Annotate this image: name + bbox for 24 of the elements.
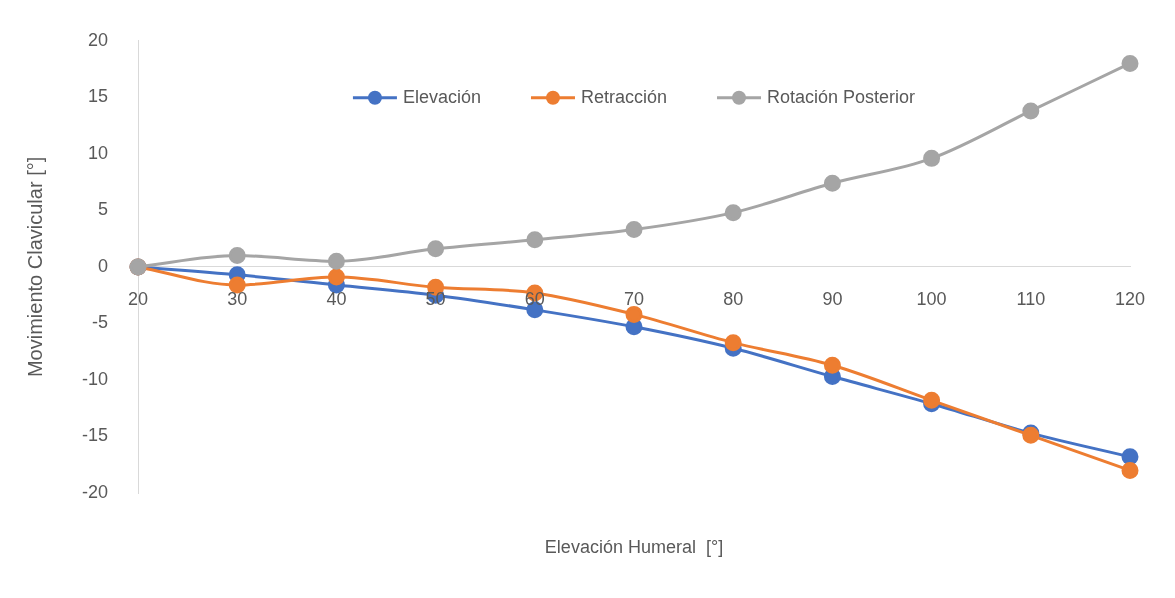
legend-label: Rotación Posterior xyxy=(767,86,916,107)
y-tick-label: -15 xyxy=(82,425,109,446)
y-tick-label: 15 xyxy=(87,86,109,107)
y-tick-label: -20 xyxy=(82,481,109,502)
x-tick-label: 60 xyxy=(524,288,545,309)
y-tick-label: -5 xyxy=(92,312,109,333)
y-tick-label: 0 xyxy=(98,255,109,276)
x-tick-label: 100 xyxy=(916,288,947,309)
x-axis-title: Elevación Humeral [°] xyxy=(544,536,724,557)
x-tick-label: 120 xyxy=(1114,288,1146,309)
y-axis-title: Movimiento Clavicular [°] xyxy=(23,156,46,378)
legend-label: Retracción xyxy=(580,86,668,107)
x-tick-label: 110 xyxy=(1016,288,1046,309)
y-tick-label: -10 xyxy=(82,368,109,389)
x-tick-label: 40 xyxy=(326,288,347,309)
x-tick-label: 20 xyxy=(128,288,149,309)
x-tick-label: 80 xyxy=(723,288,744,309)
x-tick-label: 30 xyxy=(227,288,248,309)
y-tick-label: 5 xyxy=(98,199,109,220)
y-tick-label: 20 xyxy=(87,29,109,50)
x-tick-label: 90 xyxy=(822,288,843,309)
x-tick-label: 70 xyxy=(623,288,645,309)
legend-label: Elevación xyxy=(402,86,481,107)
y-tick-label: 10 xyxy=(87,142,109,163)
